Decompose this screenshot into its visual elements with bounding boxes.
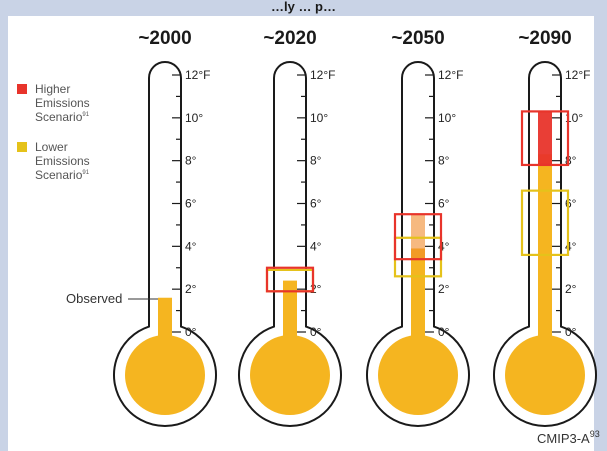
thermometer-2: 12°F 10° 8° 6° 4° 2° 0° ~2020: [238, 28, 342, 427]
legend-lower-line3: Scenario91: [35, 168, 90, 182]
tick-label: 2°: [438, 282, 450, 296]
mercury-column: [538, 154, 552, 375]
tick-label: 2°: [310, 282, 322, 296]
legend-higher-line3: Scenario91: [35, 110, 90, 124]
legend-higher-scenario: Scenario: [35, 110, 83, 124]
tick-label: 2°: [185, 282, 197, 296]
tick-label: 8°: [438, 154, 450, 168]
figure-title: …ly … p…: [270, 0, 336, 14]
legend-higher-line1: Higher: [35, 82, 70, 96]
thermometers: 12°F 10° 8° 6° 4° 2° 0° ~2000 12°F 10° 8° 6° 4° 2° 0° ~…: [113, 28, 597, 427]
period-label: ~2000: [138, 28, 191, 49]
tick-label: 4°: [310, 239, 322, 253]
tick-label: 6°: [310, 197, 322, 211]
tick-label: 12°F: [185, 68, 210, 82]
legend-lower-scenario: Scenario: [35, 168, 83, 182]
mercury-column: [411, 248, 425, 375]
tick-label: 12°F: [310, 68, 335, 82]
thermometer-outline: [238, 61, 342, 427]
legend-higher-swatch: [17, 84, 27, 94]
observed-label: Observed: [66, 291, 122, 306]
tick-label: 8°: [565, 154, 577, 168]
tick-label: 8°: [310, 154, 322, 168]
tick-label: 10°: [185, 111, 203, 125]
legend-lower-line1: Lower: [35, 140, 68, 154]
legend-lower-line2: Emissions: [35, 154, 90, 168]
tick-label: 4°: [565, 239, 577, 253]
tick-label: 10°: [310, 111, 328, 125]
higher-scenario-range: [520, 110, 570, 167]
thermometer-3: 12°F 10° 8° 6° 4° 2° 0° ~2050: [366, 28, 470, 427]
period-label: ~2020: [263, 28, 316, 49]
thermometer-4: 12°F 10° 8° 6° 4° 2° 0° ~2090: [493, 28, 597, 427]
tick-label: 6°: [438, 197, 450, 211]
legend: Higher Emissions Scenario91 Lower Emissi…: [17, 82, 90, 182]
higher-scenario-range: [265, 266, 315, 293]
higher-range-fill: [538, 111, 552, 165]
tick-label: 12°F: [565, 68, 590, 82]
tick-label: 8°: [185, 154, 197, 168]
tick-label: 0°: [185, 325, 197, 339]
legend-higher-ref: 91: [82, 112, 89, 118]
thermometer-outline: [113, 61, 217, 427]
tick-label: 6°: [185, 197, 197, 211]
legend-lower-ref: 91: [82, 170, 89, 176]
legend-lower-swatch: [17, 142, 27, 152]
tick-label: 2°: [565, 282, 577, 296]
tick-label: 4°: [438, 239, 450, 253]
legend-higher-line2: Emissions: [35, 96, 90, 110]
tick-label: 10°: [438, 111, 456, 125]
period-label: ~2050: [391, 28, 444, 49]
tick-label: 0°: [310, 325, 322, 339]
higher-scenario-range: [393, 213, 443, 261]
source-text: CMIP3-A: [537, 431, 590, 446]
tick-label: 0°: [438, 325, 450, 339]
tick-label: 10°: [565, 111, 583, 125]
lower-scenario-range: [520, 189, 570, 256]
source-ref: 93: [590, 429, 600, 439]
thermometer-1: 12°F 10° 8° 6° 4° 2° 0° ~2000: [113, 28, 217, 427]
tick-label: 4°: [185, 239, 197, 253]
mercury-column: [283, 280, 297, 375]
source-label: CMIP3-A93: [537, 429, 600, 446]
period-label: ~2090: [518, 28, 571, 49]
tick-label: 6°: [565, 197, 577, 211]
tick-label: 0°: [565, 325, 577, 339]
mercury-column: [158, 297, 172, 375]
tick-label: 12°F: [438, 68, 463, 82]
